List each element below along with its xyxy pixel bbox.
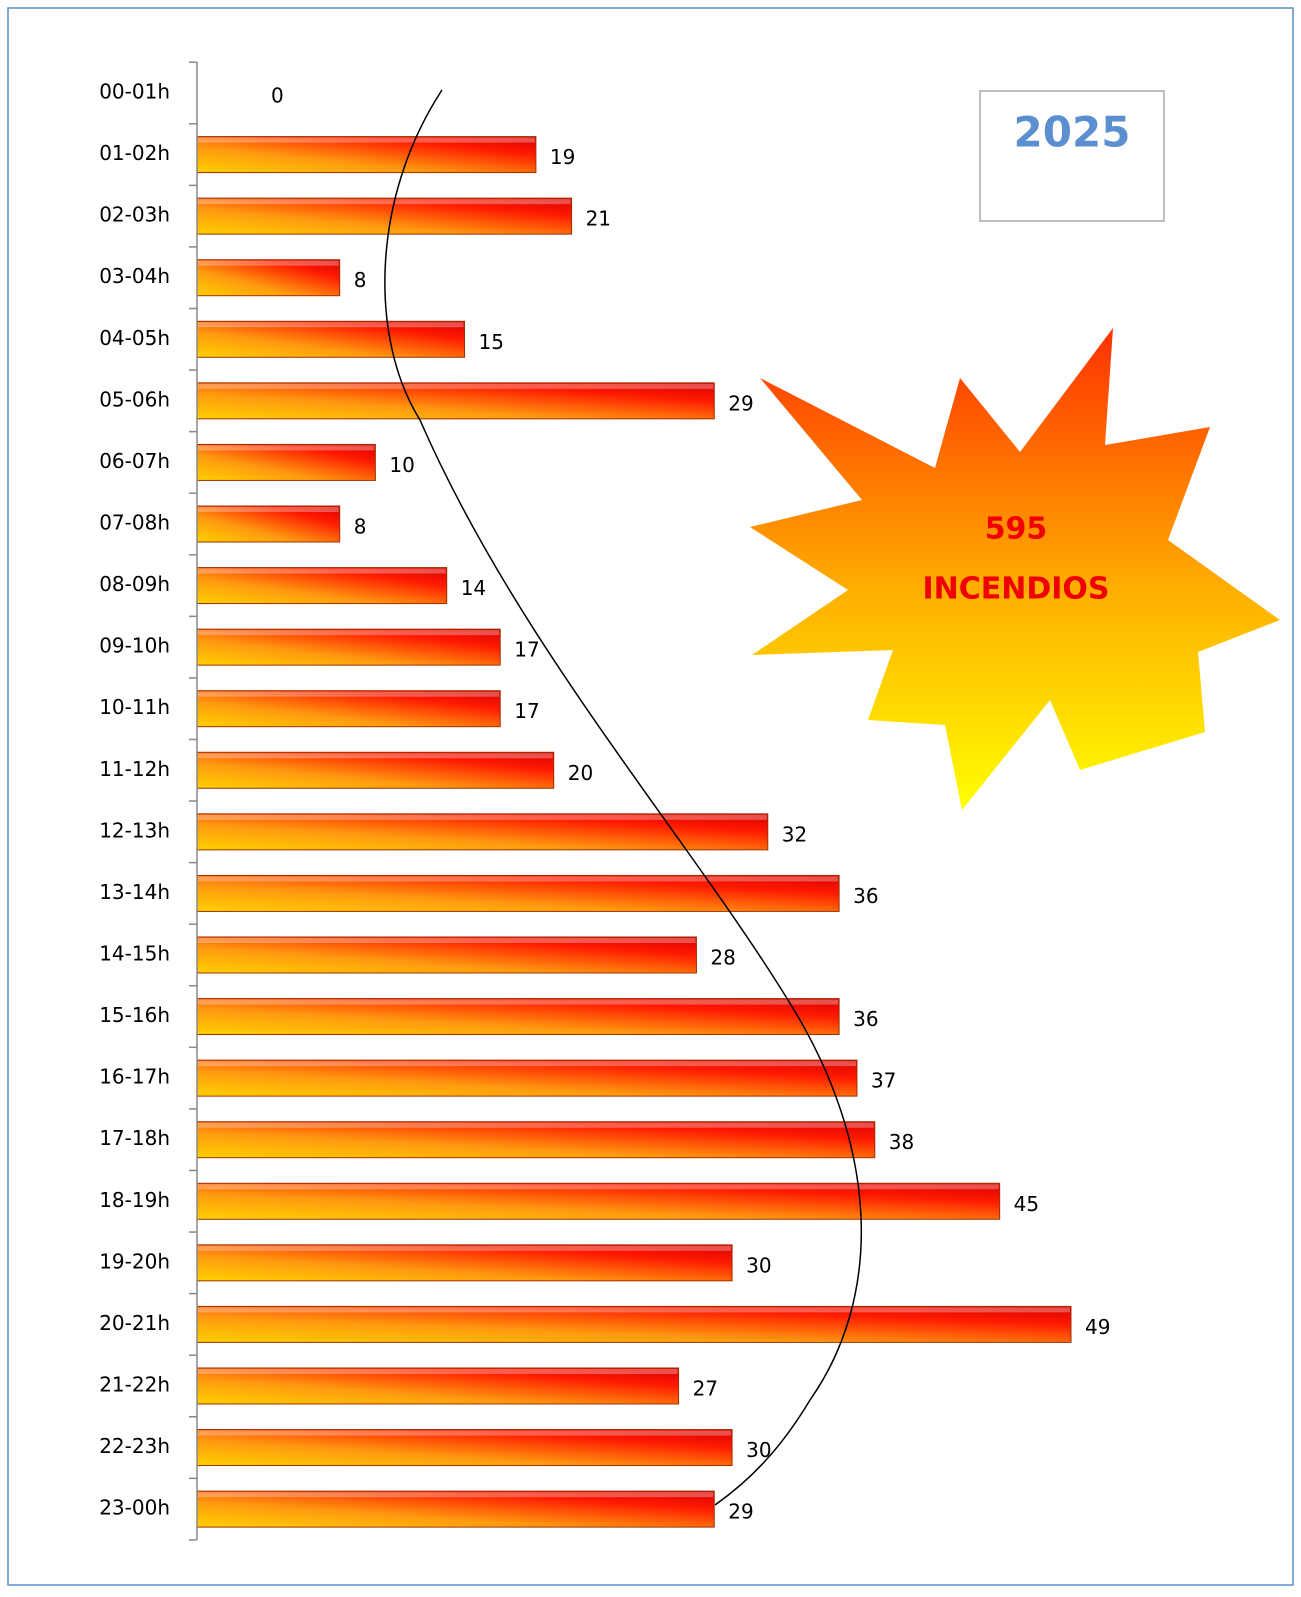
bar-highlight	[198, 691, 500, 697]
bar	[196, 136, 537, 174]
value-label: 21	[586, 207, 611, 231]
value-label: 45	[1014, 1192, 1039, 1216]
value-label: 8	[354, 268, 367, 292]
bar	[196, 1244, 733, 1282]
value-label: 30	[746, 1438, 771, 1462]
value-label: 27	[693, 1376, 718, 1400]
y-tick-label: 23-00h	[99, 1496, 170, 1520]
y-tick-label: 15-16h	[99, 1003, 170, 1027]
y-tick-label: 09-10h	[99, 634, 170, 658]
value-label: 29	[728, 1500, 753, 1524]
bar-highlight	[198, 1492, 714, 1498]
value-label: 37	[871, 1069, 896, 1093]
bar	[196, 1490, 715, 1528]
bar-highlight	[198, 260, 339, 266]
value-label: 30	[746, 1253, 771, 1277]
value-label: 10	[389, 453, 414, 477]
value-label: 17	[514, 699, 539, 723]
bar-highlight	[198, 1307, 1070, 1313]
bar-highlight	[198, 383, 714, 389]
y-tick-label: 21-22h	[99, 1372, 170, 1396]
value-label: 17	[514, 638, 539, 662]
bar-highlight	[198, 506, 339, 512]
bar	[196, 690, 501, 728]
value-label: 28	[710, 945, 735, 969]
y-tick-label: 20-21h	[99, 1311, 170, 1335]
bar-highlight	[198, 1245, 732, 1251]
value-label: 14	[461, 576, 486, 600]
bar-highlight	[198, 1368, 678, 1374]
bar-highlight	[198, 199, 571, 205]
bar	[196, 259, 341, 297]
y-tick-label: 04-05h	[99, 326, 170, 350]
bar-highlight	[198, 630, 500, 636]
value-label: 36	[853, 1007, 878, 1031]
bar-highlight	[198, 937, 696, 943]
bar	[196, 320, 466, 358]
bar	[196, 1429, 733, 1467]
y-tick-label: 06-07h	[99, 449, 170, 473]
y-tick-label: 17-18h	[99, 1126, 170, 1150]
value-label: 8	[354, 514, 367, 538]
bar-highlight	[198, 568, 446, 574]
bar	[196, 874, 840, 912]
value-label: 0	[271, 84, 284, 108]
value-label: 29	[728, 391, 753, 415]
bar	[196, 1367, 680, 1405]
y-tick-label: 19-20h	[99, 1249, 170, 1273]
total-label: INCENDIOS	[922, 572, 1109, 607]
year-box	[979, 90, 1165, 222]
bar	[196, 197, 573, 235]
value-label: 15	[479, 330, 504, 354]
value-label: 32	[782, 822, 807, 846]
value-label: 36	[853, 884, 878, 908]
bar-highlight	[198, 445, 375, 451]
bar-highlight	[198, 876, 839, 882]
bar	[196, 382, 715, 420]
y-tick-label: 14-15h	[99, 941, 170, 965]
year-label: 2025	[1014, 108, 1131, 157]
bar-highlight	[198, 999, 839, 1005]
bar	[196, 505, 341, 543]
y-tick-label: 12-13h	[99, 818, 170, 842]
y-tick-label: 13-14h	[99, 880, 170, 904]
bar-highlight	[198, 1122, 874, 1128]
bar-highlight	[198, 1061, 856, 1067]
y-tick-label: 05-06h	[99, 387, 170, 411]
bar-highlight	[198, 322, 464, 328]
y-tick-label: 07-08h	[99, 510, 170, 534]
bar	[196, 998, 840, 1036]
y-tick-label: 02-03h	[99, 203, 170, 227]
bar	[196, 936, 697, 974]
y-tick-label: 22-23h	[99, 1434, 170, 1458]
value-label: 20	[568, 761, 593, 785]
bars	[196, 136, 1072, 1528]
frame	[7, 7, 1294, 1586]
value-label: 38	[889, 1130, 914, 1154]
bar-highlight	[198, 1430, 732, 1436]
bar-highlight	[198, 753, 553, 759]
starburst	[750, 328, 1280, 810]
y-tick-label: 01-02h	[99, 141, 170, 165]
bar	[196, 751, 555, 789]
y-tick-label: 16-17h	[99, 1065, 170, 1089]
y-tick-label: 10-11h	[99, 695, 170, 719]
y-tick-label: 18-19h	[99, 1188, 170, 1212]
y-tick-label: 00-01h	[99, 80, 170, 104]
trend-curve	[384, 89, 863, 1506]
total-value: 595	[985, 512, 1048, 547]
value-label: 49	[1085, 1315, 1110, 1339]
bar-highlight	[198, 814, 767, 820]
y-tick-label: 08-09h	[99, 572, 170, 596]
bar-highlight	[198, 137, 535, 143]
value-label: 19	[550, 145, 575, 169]
bar-highlight	[198, 1184, 999, 1190]
y-tick-label: 03-04h	[99, 264, 170, 288]
bar	[196, 1305, 1072, 1343]
y-tick-label: 11-12h	[99, 757, 170, 781]
